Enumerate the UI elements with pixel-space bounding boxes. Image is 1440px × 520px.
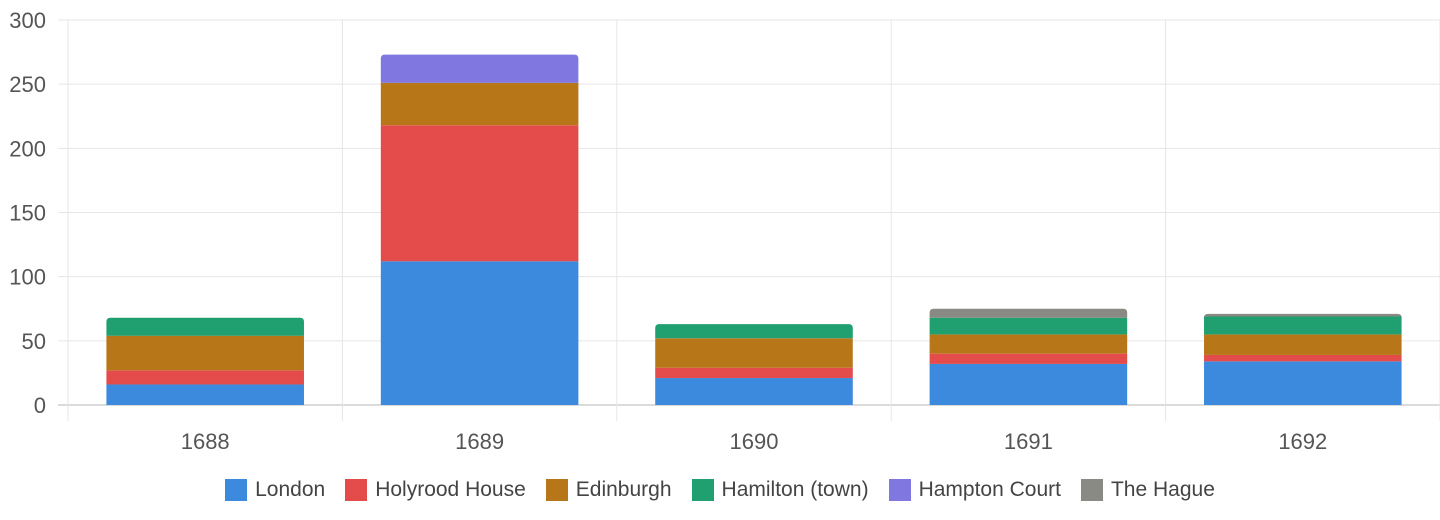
bar-edinburgh-1688 [106,335,304,371]
legend-item-hamilton-town[interactable]: Hamilton (town) [691,478,869,502]
y-tick-label: 250 [9,72,46,97]
legend-label: Holyrood House [375,478,526,501]
x-tick-label: 1691 [1004,429,1053,454]
bar-london-1689 [380,261,579,405]
bar-hamilton-town-1691 [929,317,1128,335]
bar-hamilton-town-1692 [1204,316,1402,335]
axes: 0 50 100 150 200 250 300 1688 1689 1690 1691 1692 [9,8,1327,454]
legend-label: Hampton Court [918,478,1061,501]
bar-hampton-court-1689 [380,54,579,83]
y-tick-label: 300 [9,8,46,33]
legend-swatch [691,479,714,501]
bar-hamilton-town-1690 [655,324,853,339]
legend-label: Edinburgh [575,478,672,501]
bar-holyrood-house-1691 [929,353,1128,364]
legend-item-holyrood-house[interactable]: Holyrood House [345,478,526,502]
bar-holyrood-house-1689 [380,125,579,262]
bar-london-1690 [655,378,853,405]
bar-london-1688 [106,384,304,405]
legend-label: Hamilton (town) [721,478,869,501]
legend-swatch [1080,479,1103,501]
legend-item-london[interactable]: London [225,478,325,502]
bar-holyrood-house-1688 [106,370,304,385]
y-tick-label: 50 [22,329,46,354]
bar-edinburgh-1690 [655,338,853,368]
bar-london-1691 [929,363,1128,405]
bar-the-hague-1692 [1204,313,1402,318]
legend-swatch [345,479,368,501]
bar-hamilton-town-1688 [106,317,304,336]
legend-label: London [255,478,326,501]
x-tick-label: 1692 [1278,429,1327,454]
y-tick-label: 100 [9,265,46,290]
bar-edinburgh-1692 [1204,334,1402,355]
bar-holyrood-house-1692 [1204,354,1402,362]
legend-swatch [888,479,911,501]
legend-item-hampton-court[interactable]: Hampton Court [888,478,1061,502]
stacked-bar-chart: 0 50 100 150 200 250 300 1688 1689 1690 1691 1692 [9,8,1440,454]
legend-label: The Hague [1110,478,1215,501]
y-tick-label: 200 [9,136,46,161]
bar-edinburgh-1691 [929,334,1128,354]
x-tick-label: 1690 [730,429,779,454]
bar-edinburgh-1689 [380,82,579,126]
legend-swatch [225,479,248,501]
legend-item-the-hague[interactable]: The Hague [1080,478,1215,502]
bars [106,54,1402,405]
x-tick-label: 1688 [181,429,230,454]
x-tick-label: 1689 [455,429,504,454]
bar-holyrood-house-1690 [655,367,853,379]
legend-swatch [545,479,568,501]
legend: London Holyrood House Edinburgh Hamilton (t… [0,474,1440,506]
y-tick-label: 0 [34,393,46,418]
bar-london-1692 [1204,361,1402,405]
legend-item-edinburgh[interactable]: Edinburgh [545,478,672,502]
y-tick-label: 150 [9,201,46,226]
bar-the-hague-1691 [929,308,1128,318]
